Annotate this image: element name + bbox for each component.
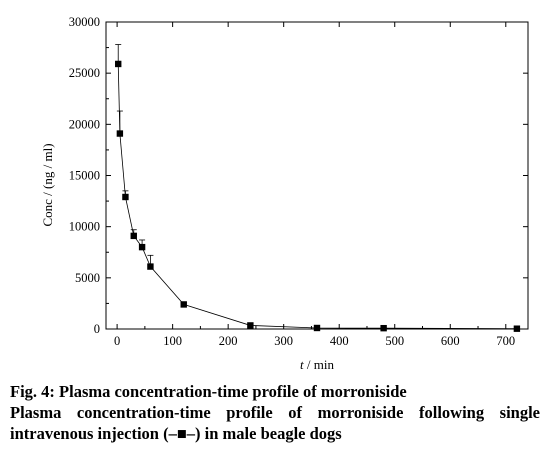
data-point bbox=[180, 301, 187, 308]
x-tick-label: 400 bbox=[330, 334, 349, 348]
data-point bbox=[247, 322, 254, 329]
series bbox=[115, 44, 521, 332]
x-tick-label: 0 bbox=[114, 334, 120, 348]
x-tick-label: 300 bbox=[274, 334, 293, 348]
chart: 0 100 200 300 400 500 600 700 0 5000 10000 15000 200… bbox=[40, 15, 529, 372]
data-point bbox=[380, 324, 387, 332]
x-tick-label: 100 bbox=[163, 334, 182, 348]
data-point bbox=[138, 243, 146, 251]
y-tick-label: 20000 bbox=[69, 117, 100, 131]
data-point bbox=[147, 263, 154, 270]
y-tick-label: 30000 bbox=[69, 15, 100, 29]
data-point bbox=[130, 232, 137, 240]
y-tick-label: 5000 bbox=[75, 271, 100, 285]
ticks: 0 100 200 300 400 500 600 700 0 5000 10000 15000 200… bbox=[69, 15, 528, 348]
chart-svg: 0 100 200 300 400 500 600 700 0 5000 10000 15000 200… bbox=[40, 15, 529, 372]
x-tick-label: 600 bbox=[441, 334, 460, 348]
y-tick-label: 15000 bbox=[69, 169, 100, 183]
axes bbox=[105, 21, 529, 330]
y-tick-label: 25000 bbox=[69, 66, 100, 80]
data-point bbox=[116, 130, 124, 137]
x-axis-title: t / min bbox=[300, 357, 334, 372]
y-tick-label: 0 bbox=[94, 322, 100, 336]
x-tick-label: 500 bbox=[385, 334, 404, 348]
figure-caption-body: Plasma concentration-time profile of mor… bbox=[10, 403, 540, 443]
x-axis-title-rest: / min bbox=[304, 357, 335, 372]
data-point bbox=[313, 324, 321, 332]
figure-caption-title: Fig. 4: Plasma concentration-time profil… bbox=[10, 382, 407, 401]
x-tick-label: 700 bbox=[496, 334, 515, 348]
x-axis-title-italic: t bbox=[300, 357, 304, 372]
y-axis-title: Conc / (ng / ml) bbox=[40, 143, 55, 226]
y-tick-label: 10000 bbox=[69, 220, 100, 234]
plot-frame bbox=[105, 21, 529, 330]
data-point bbox=[122, 193, 129, 201]
data-point bbox=[115, 60, 122, 68]
series-line bbox=[117, 63, 517, 330]
data-point bbox=[513, 325, 521, 332]
x-tick-label: 200 bbox=[219, 334, 238, 348]
